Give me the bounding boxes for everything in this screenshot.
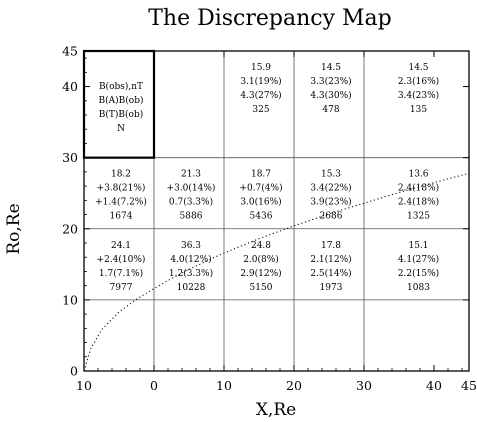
plot-frame (83, 50, 470, 372)
cells-layer: 15.9 3.1(19%) 4.3(27%) 325 14.5 3.3(23%) 4.3(3… (95, 63, 439, 293)
y-tick-label: 10 (62, 292, 78, 307)
legend-line: B(obs),nT (99, 81, 143, 92)
cell-value: 10228 (177, 283, 206, 293)
cell-value: 17.8 (321, 241, 341, 251)
cell-value: 4.1(27%) (398, 254, 439, 265)
cell-value: 2.4(18%) (398, 197, 439, 208)
cell-value: 21.3 (181, 170, 201, 180)
y-tick-label: 0 (70, 364, 78, 379)
cell-value: 13.6 (408, 170, 428, 180)
y-axis-title: Ro,Re (4, 203, 24, 254)
cell-value: 5886 (180, 212, 203, 222)
legend-layer: B(obs),nT B(A)B(ob) B(T)B(ob) N (82, 49, 156, 159)
cell-value: 1973 (320, 283, 343, 293)
cell-value: 5150 (250, 283, 273, 293)
cell-value: +1.4(7.2%) (95, 197, 147, 208)
legend-line: B(T)B(ob) (99, 109, 143, 120)
curve-layer (83, 172, 470, 372)
cell-value: 24.8 (251, 241, 271, 251)
cell-value: +2.4(10%) (97, 254, 146, 265)
y-tick-label: 45 (62, 44, 78, 59)
y-tick-label: 40 (62, 79, 78, 94)
cell-value: 24.1 (111, 241, 131, 251)
x-tick-label: 30 (356, 378, 372, 393)
cell-value: 2.0(8%) (243, 254, 279, 265)
cell-value: 18.2 (111, 170, 131, 180)
cell-value: 14.5 (408, 63, 428, 73)
cell-value: 1.2(3.3%) (169, 268, 213, 279)
cell-value: 15.1 (408, 241, 428, 251)
cell-value: 4.0(12%) (170, 254, 211, 265)
x-tick-label: 20 (286, 378, 302, 393)
chart-title: The Discrepancy Map (148, 6, 392, 31)
cell-value: 3.3(23%) (310, 76, 351, 87)
cell-value: 2.5(14%) (310, 268, 351, 279)
cell-value: 3.1(19%) (240, 76, 281, 87)
cell-value: 3.0(16%) (240, 197, 281, 208)
cell-value: 15.9 (251, 63, 271, 73)
x-tick-label: 10 (76, 378, 92, 393)
cell-value: 1.7(7.1%) (99, 268, 143, 279)
cell-value: 14.5 (321, 63, 341, 73)
cell-value: 478 (322, 105, 339, 115)
cell-value: 15.3 (321, 170, 341, 180)
cell-value: 2.4(18%) (398, 183, 439, 194)
x-tick-label: 0 (150, 378, 158, 393)
cell-value: 4.3(27%) (240, 90, 281, 101)
cell-value: 3.4(22%) (310, 183, 351, 194)
cell-value: 2.2(15%) (398, 268, 439, 279)
cell-value: 3.9(23%) (310, 197, 351, 208)
cell-value: 4.3(30%) (310, 90, 351, 101)
cell-value: 2.3(16%) (398, 76, 439, 87)
legend-line: B(A)B(ob) (99, 95, 144, 106)
cell-value: 5436 (250, 212, 273, 222)
cell-value: 135 (410, 105, 427, 115)
cell-value: +0.7(4%) (239, 183, 282, 194)
cell-value: 2.9(12%) (240, 268, 281, 279)
x-tick-label: 10 (216, 378, 232, 393)
cell-value: 36.3 (181, 241, 201, 251)
cell-value: 2.1(12%) (310, 254, 351, 265)
cell-value: 3.4(23%) (398, 90, 439, 101)
dotted-curve (83, 172, 470, 372)
cell-value: 18.7 (251, 170, 271, 180)
cell-value: 1325 (407, 212, 430, 222)
x-axis-title: X,Re (256, 400, 296, 420)
cell-value: 0.7(3.3%) (169, 197, 213, 208)
cell-value: +3.0(14%) (167, 183, 216, 194)
y-tick-label: 20 (62, 221, 78, 236)
legend-line: N (117, 124, 125, 134)
cell-value: 1674 (110, 212, 133, 222)
y-tick-label: 30 (62, 150, 78, 165)
x-tick-label: 40 (426, 378, 442, 393)
x-tick-label: 45 (461, 378, 477, 393)
cell-value: 1083 (407, 283, 430, 293)
cell-value: +3.8(21%) (97, 183, 146, 194)
cell-value: 2686 (320, 212, 343, 222)
cell-value: 325 (252, 105, 269, 115)
cell-value: 7977 (110, 283, 133, 293)
